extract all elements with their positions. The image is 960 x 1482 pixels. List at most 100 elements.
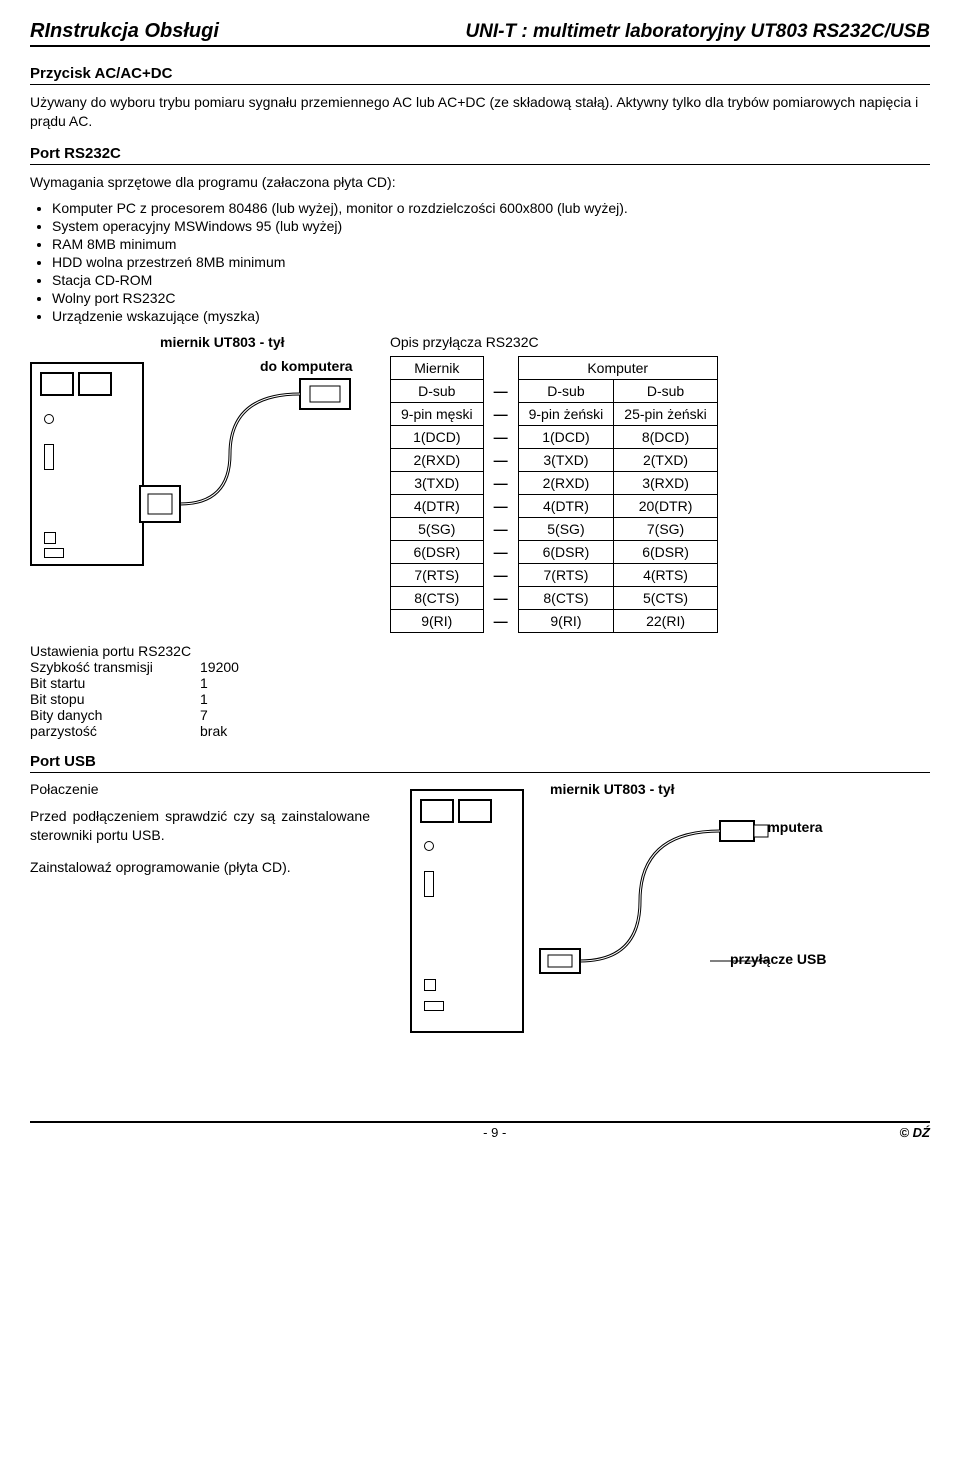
cell: 1(DCD) (391, 425, 484, 448)
cell: 7(RTS) (391, 563, 484, 586)
settings-title: Ustawienia portu RS232C (30, 643, 930, 659)
dash: — (483, 540, 518, 563)
cell: 6(DSR) (614, 540, 718, 563)
section-rs232-title: Port RS232C (30, 145, 930, 165)
cell: 9-pin żeński (518, 402, 614, 425)
cell: 8(CTS) (518, 586, 614, 609)
req-item: RAM 8MB minimum (52, 236, 930, 252)
dash: — (483, 586, 518, 609)
pinout-table: Miernik Komputer D-sub — D-sub D-sub 9-p… (390, 356, 718, 633)
dash: — (483, 517, 518, 540)
screw-icon (44, 414, 54, 424)
page-number: - 9 - (90, 1125, 899, 1140)
cell: 6(DSR) (391, 540, 484, 563)
section-acdc-title: Przycisk AC/AC+DC (30, 65, 930, 85)
cell: D-sub (518, 379, 614, 402)
dash: — (483, 494, 518, 517)
setting-key: Bity danych (30, 707, 200, 723)
usb-diagram: miernik UT803 - tył do komputera przyłąc… (410, 781, 930, 1041)
port-icon (40, 372, 74, 396)
setting-val: 1 (200, 691, 208, 707)
cell: 8(DCD) (614, 425, 718, 448)
setting-val: brak (200, 723, 227, 739)
port-icon (78, 372, 112, 396)
port-icon (424, 1001, 444, 1011)
dash: — (483, 609, 518, 632)
req-item: Komputer PC z procesorem 80486 (lub wyże… (52, 200, 930, 216)
cell: 1(DCD) (518, 425, 614, 448)
setting-val: 19200 (200, 659, 239, 675)
device-rear-box (30, 362, 144, 566)
req-item: HDD wolna przestrzeń 8MB minimum (52, 254, 930, 270)
cell: 3(TXD) (391, 471, 484, 494)
setting-val: 7 (200, 707, 208, 723)
dash: — (483, 563, 518, 586)
section-usb-title: Port USB (30, 753, 930, 773)
cell: 22(RI) (614, 609, 718, 632)
port-icon (420, 799, 454, 823)
dash: — (483, 448, 518, 471)
copyright: © DŹ (899, 1125, 930, 1140)
label-miernik-tyl: miernik UT803 - tył (550, 781, 675, 797)
cell: 2(TXD) (614, 448, 718, 471)
cell: 9(RI) (391, 609, 484, 632)
cell: 20(DTR) (614, 494, 718, 517)
dash: — (483, 379, 518, 402)
setting-val: 1 (200, 675, 208, 691)
dash: — (483, 402, 518, 425)
port-icon (458, 799, 492, 823)
cell: 4(DTR) (518, 494, 614, 517)
device-rear-box (410, 789, 524, 1033)
cell: 7(SG) (614, 517, 718, 540)
port-icon (424, 871, 434, 897)
cell: D-sub (614, 379, 718, 402)
page-header: RInstrukcja Obsługi UNI-T : multimetr la… (30, 20, 930, 47)
dash: — (483, 425, 518, 448)
cell: 2(RXD) (391, 448, 484, 471)
usb-cable-icon (510, 801, 850, 1001)
port-icon (424, 979, 436, 991)
label-miernik-tyl: miernik UT803 - tył (160, 334, 285, 350)
opis-label: Opis przyłącza RS232C (390, 334, 930, 350)
cable-icon (130, 364, 370, 544)
setting-key: parzystość (30, 723, 200, 739)
cell: 2(RXD) (518, 471, 614, 494)
cell: 9-pin męski (391, 402, 484, 425)
rs232-intro: Wymagania sprzętowe dla programu (załacz… (30, 173, 930, 192)
th-miernik: Miernik (391, 356, 484, 379)
cell: 3(RXD) (614, 471, 718, 494)
port-icon (44, 548, 64, 558)
th-komputer: Komputer (518, 356, 717, 379)
cell: 6(DSR) (518, 540, 614, 563)
cell: 5(SG) (518, 517, 614, 540)
requirements-list: Komputer PC z procesorem 80486 (lub wyże… (52, 200, 930, 324)
req-item: System operacyjny MSWindows 95 (lub wyże… (52, 218, 930, 234)
cell: D-sub (391, 379, 484, 402)
page-footer: - 9 - © DŹ (30, 1121, 930, 1140)
usb-para2: Zainstalowaź oprogramowanie (płyta CD). (30, 858, 370, 877)
port-icon (44, 444, 54, 470)
req-item: Stacja CD-ROM (52, 272, 930, 288)
section-acdc-para: Używany do wyboru trybu pomiaru sygnału … (30, 93, 930, 131)
setting-key: Bit stopu (30, 691, 200, 707)
cell: 8(CTS) (391, 586, 484, 609)
cell: 4(RTS) (614, 563, 718, 586)
setting-key: Szybkość transmisji (30, 659, 200, 675)
cell: 4(DTR) (391, 494, 484, 517)
req-item: Wolny port RS232C (52, 290, 930, 306)
cell: 9(RI) (518, 609, 614, 632)
usb-subtitle: Połaczenie (30, 781, 370, 797)
cell: 3(TXD) (518, 448, 614, 471)
header-left: RInstrukcja Obsługi (30, 20, 219, 43)
screw-icon (424, 841, 434, 851)
req-item: Urządzenie wskazujące (myszka) (52, 308, 930, 324)
header-right: UNI-T : multimetr laboratoryjny UT803 RS… (465, 21, 930, 43)
dash: — (483, 471, 518, 494)
setting-key: Bit startu (30, 675, 200, 691)
port-icon (44, 532, 56, 544)
rs232-diagram: miernik UT803 - tył do komputera (30, 334, 370, 554)
cell: 7(RTS) (518, 563, 614, 586)
cell: 5(CTS) (614, 586, 718, 609)
cell: 25-pin żeński (614, 402, 718, 425)
cell: 5(SG) (391, 517, 484, 540)
